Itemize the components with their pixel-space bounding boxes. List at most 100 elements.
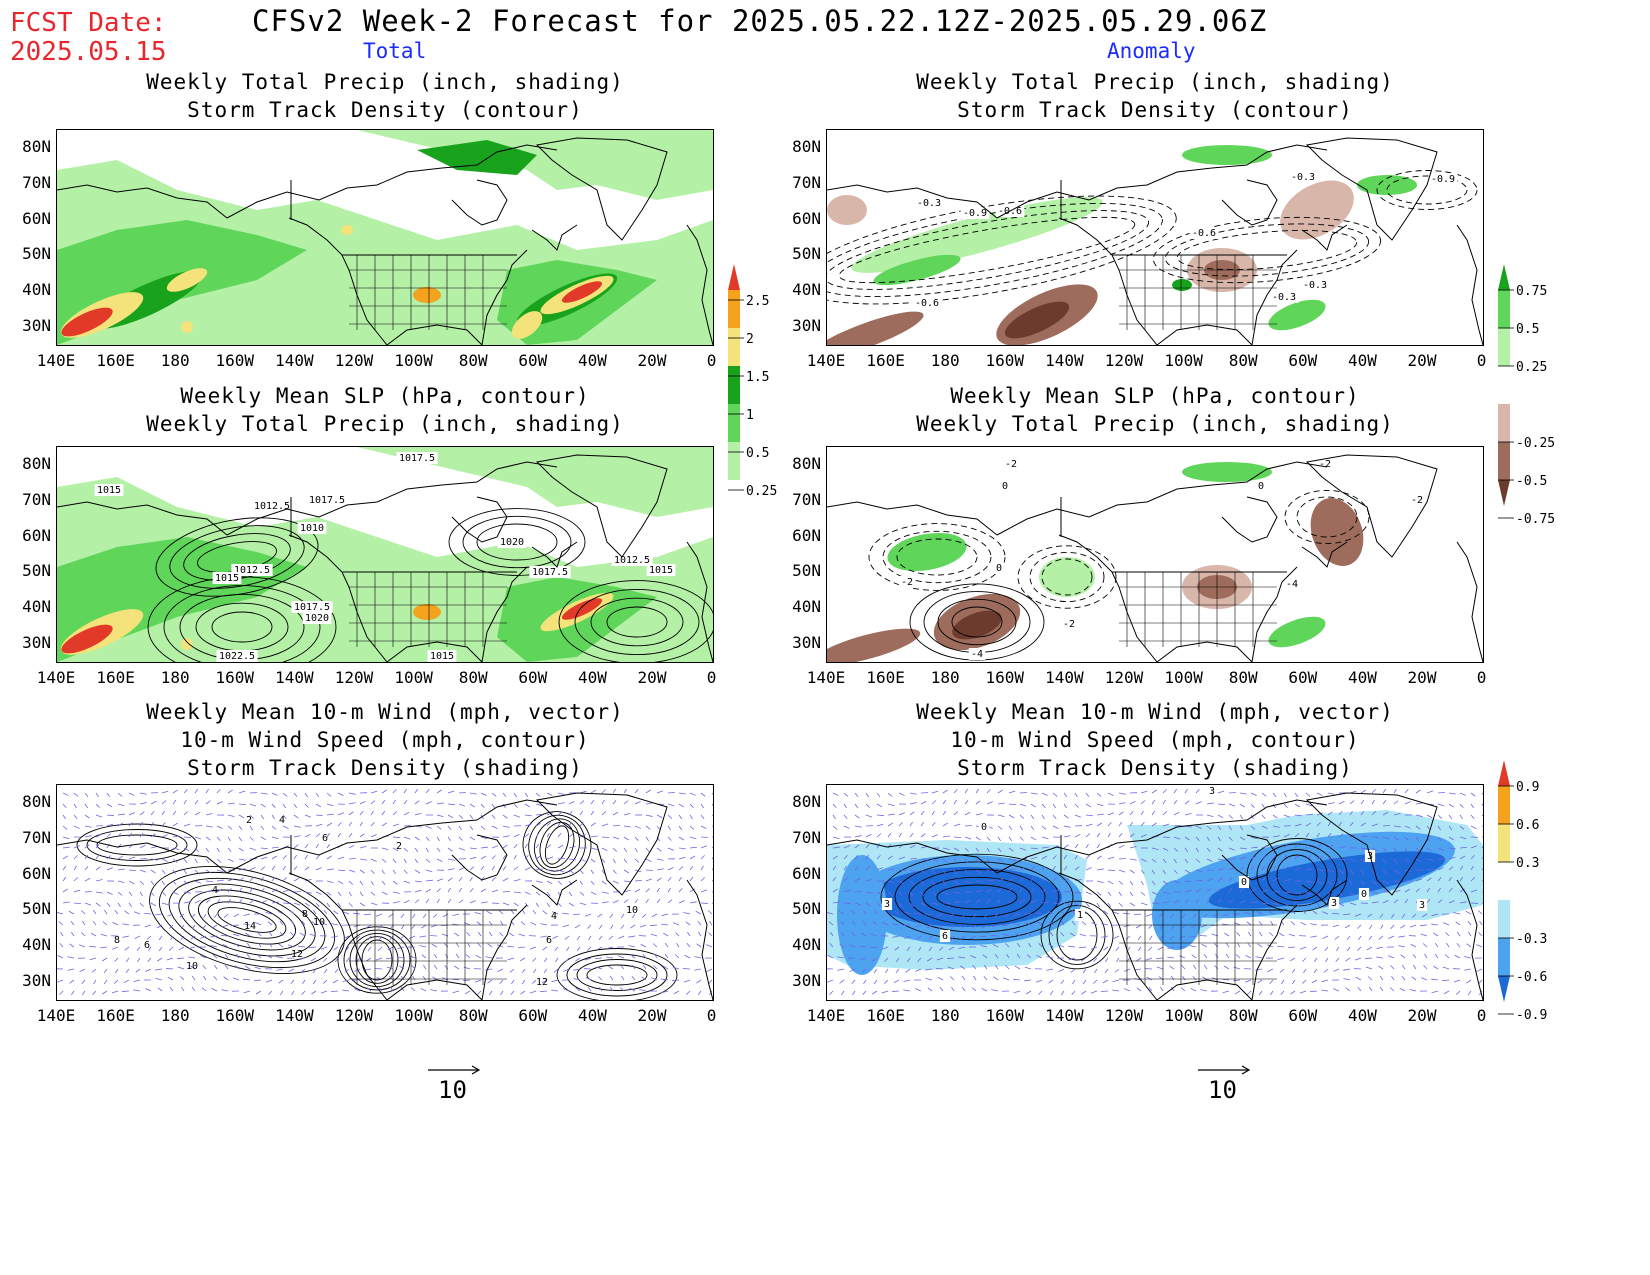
map-total-precip-storm <box>56 129 714 346</box>
wind-vectors <box>57 788 713 996</box>
contour-label: 8 <box>114 935 120 946</box>
contour-label: -2 <box>1411 495 1423 506</box>
lon-label: 40W <box>577 1006 607 1025</box>
panel-5-title-line3: Storm Track Density (shading) <box>187 756 583 780</box>
contour-label: 2 <box>246 815 252 826</box>
contour-label: 1017.5 <box>309 495 345 506</box>
shading-region <box>341 225 353 235</box>
lat-label: 50N <box>792 561 821 580</box>
lat-label: 80N <box>22 454 51 473</box>
panel-3-title-line2: Weekly Total Precip (inch, shading) <box>146 412 624 436</box>
lat-label: 40N <box>792 597 821 616</box>
colorbar-swatch <box>1498 404 1510 442</box>
lon-label: 160W <box>215 1006 255 1025</box>
contour-label: 0 <box>1258 481 1264 492</box>
contour-label: 6 <box>144 940 150 951</box>
lat-label: 50N <box>22 899 51 918</box>
contour-label: 1022.5 <box>219 651 255 662</box>
lat-label: 30N <box>792 633 821 652</box>
lon-label: 120W <box>1104 351 1144 370</box>
contour-label: 3 <box>1209 786 1215 797</box>
colorbar-precip-anomaly: 0.75 0.5 0.25 -0.25 -0.5 -0.75 <box>1498 264 1555 527</box>
shading-region <box>61 307 113 337</box>
lon-label: 0 <box>1476 351 1487 370</box>
lon-label: 80W <box>458 668 488 687</box>
panel-4-title-line2: Weekly Total Precip (inch, shading) <box>916 412 1394 436</box>
contour-label: 1017.5 <box>399 453 435 464</box>
coastline <box>827 454 1483 662</box>
lon-label: 140W <box>1045 668 1084 687</box>
lat-label: 80N <box>22 792 51 811</box>
shading-region <box>561 598 603 620</box>
panel-6-title-line2: 10-m Wind Speed (mph, contour) <box>950 728 1360 752</box>
colorbar-swatch <box>1498 366 1510 404</box>
lon-label: 160W <box>985 1006 1025 1025</box>
reference-vector-label-left: 10 <box>438 1076 467 1104</box>
contour-label: -0.3 <box>1291 172 1315 183</box>
contour-label: -0.6 <box>1192 228 1216 239</box>
panel-6-title: Weekly Mean 10-m Wind (mph, vector) 10-m… <box>827 698 1483 782</box>
lon-label: 160E <box>96 668 135 687</box>
lon-label: 140E <box>36 668 76 687</box>
contour-label: 0 <box>1002 481 1008 492</box>
contour-label: 12 <box>536 977 548 988</box>
colorbar-swatch <box>1498 900 1510 938</box>
lon-label: 20W <box>1407 668 1437 687</box>
lon-label: 120W <box>1104 1006 1144 1025</box>
shading-region <box>1152 880 1202 950</box>
lon-label: 140W <box>275 1006 314 1025</box>
shading-region <box>1208 851 1446 909</box>
lat-label: 50N <box>792 244 821 263</box>
shading-region <box>181 321 193 333</box>
lat-label: 80N <box>22 137 51 156</box>
lon-label: 140E <box>806 668 846 687</box>
lon-label: 180 <box>160 668 190 687</box>
lon-label: 180 <box>930 351 960 370</box>
lat-label: 80N <box>792 792 821 811</box>
colorbar-label: -0.3 <box>1516 932 1547 947</box>
colorbar-label: 0.5 <box>1516 322 1539 337</box>
panel-5-title: Weekly Mean 10-m Wind (mph, vector) 10-m… <box>57 698 713 782</box>
contour-lines <box>868 489 1370 609</box>
panel-3-title: Weekly Mean SLP (hPa, contour) Weekly To… <box>57 382 713 438</box>
contour-label: 1020 <box>500 537 524 548</box>
contour-label: 14 <box>244 921 256 932</box>
panel-1-title: Weekly Total Precip (inch, shading) Stor… <box>57 68 713 124</box>
shading-region <box>413 604 441 620</box>
shading-region <box>851 197 1103 273</box>
contour-label: 10 <box>186 961 198 972</box>
colorbar-label: 0.6 <box>1516 818 1539 833</box>
panel-5-title-line2: 10-m Wind Speed (mph, contour) <box>180 728 590 752</box>
panel-2-title-line2: Storm Track Density (contour) <box>957 98 1353 122</box>
colorbar-swatch <box>1498 938 1510 976</box>
contour-label: 3 <box>884 899 890 910</box>
lon-label: 140E <box>36 1006 76 1025</box>
shading-region <box>1182 462 1272 482</box>
lon-label: 180 <box>930 668 960 687</box>
lon-label: 100W <box>394 1006 433 1025</box>
shading-region <box>1182 145 1272 165</box>
lat-label: 30N <box>792 971 821 990</box>
colorbar-label: -0.6 <box>1516 970 1547 985</box>
shading-region <box>357 130 713 200</box>
shading-region <box>357 447 713 517</box>
colorbar-cap <box>1498 976 1510 1002</box>
lon-label: 0 <box>706 1006 717 1025</box>
panel-2-title-line1: Weekly Total Precip (inch, shading) <box>916 70 1394 94</box>
lon-label: 140E <box>36 351 76 370</box>
lon-label: 60W <box>1288 1006 1318 1025</box>
colorbar-swatch <box>728 366 740 404</box>
shading-region <box>561 281 603 303</box>
lon-label: 40W <box>1347 351 1377 370</box>
colorbar-label: 0.9 <box>1516 780 1539 795</box>
lat-label: 80N <box>792 454 821 473</box>
map-anom-precip-storm-canvas: -0.3-0.9 -0.6-0.6-0.3 -0.9-0.3-0.3-0.6 <box>827 137 1483 345</box>
fcst-date-value: 2025.05.15 <box>10 37 167 67</box>
contour-label: 1015 <box>430 651 454 662</box>
reference-vector-label-right: 10 <box>1208 1076 1237 1104</box>
contour-label: 1012.5 <box>254 501 290 512</box>
panel-1-title-line1: Weekly Total Precip (inch, shading) <box>146 70 624 94</box>
lon-label: 60W <box>518 668 548 687</box>
contour-label: 1015 <box>215 573 239 584</box>
